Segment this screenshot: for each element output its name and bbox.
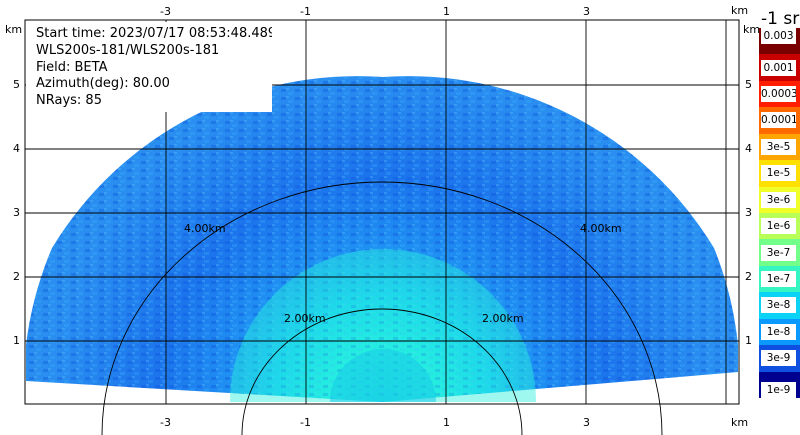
colorbar-label: 3e-8	[761, 297, 796, 314]
nrays-label: NRays: 85	[36, 93, 102, 108]
y-tick-right: 5	[745, 78, 752, 91]
colorbar-swatch: 1e-8	[759, 318, 800, 346]
ring-label-outer-right: 4.00km	[580, 222, 622, 235]
colorbar-label: 1e-5	[761, 165, 796, 182]
x-unit-bottom: km	[731, 416, 749, 429]
range-rings	[101, 181, 663, 435]
colorbar-label: 3e-5	[761, 138, 796, 155]
x-unit-top: km	[731, 4, 749, 17]
x-tick-top: -1	[300, 5, 311, 18]
y-tick-left: 2	[13, 270, 20, 283]
x-tick-top: -3	[160, 5, 171, 18]
colorbar-swatch: 3e-5	[759, 133, 800, 161]
field-label: Field: BETA	[36, 60, 108, 75]
colorbar: 0.003 0.001 0.0003 0.0001 3e-5 1e-5 3e-6 1e-6 3e…	[759, 28, 800, 399]
azimuth-label: Azimuth(deg): 80.00	[36, 76, 170, 91]
colorbar-units: -1 sr	[761, 9, 800, 29]
near-field-core	[330, 349, 436, 402]
colorbar-swatch: 3e-9	[759, 345, 800, 373]
colorbar-swatch: 1e-5	[759, 160, 800, 188]
colorbar-swatch: 1e-7	[759, 265, 800, 293]
colorbar-swatch: 0.0001	[759, 107, 800, 135]
colorbar-label: 1e-6	[761, 218, 796, 235]
backscatter-texture	[26, 76, 738, 403]
y-tick-right: 4	[745, 142, 752, 155]
x-tick-bottom: 1	[443, 416, 450, 429]
grid	[25, 20, 739, 404]
x-tick-bottom: -3	[160, 416, 171, 429]
y-tick-left: 3	[13, 206, 20, 219]
scan-info-panel: Start time: 2023/07/17 08:53:48.489 WLS2…	[26, 22, 272, 112]
ring-label-outer-left: 4.00km	[184, 222, 226, 235]
colorbar-swatch: 0.0003	[759, 80, 800, 108]
colorbar-swatch: 3e-6	[759, 186, 800, 214]
colorbar-label: 3e-7	[761, 244, 796, 261]
y-unit-left: km	[5, 23, 23, 36]
colorbar-label: 3e-9	[761, 350, 796, 367]
colorbar-swatch: 3e-7	[759, 239, 800, 267]
colorbar-label: 0.001	[761, 59, 796, 76]
colorbar-label: 0.0003	[761, 86, 796, 103]
colorbar-label: 0.003	[761, 28, 796, 44]
x-tick-bottom: 3	[583, 416, 590, 429]
ring-label-inner-right: 2.00km	[482, 312, 524, 325]
y-tick-left: 4	[13, 142, 20, 155]
x-tick-bottom: -1	[300, 416, 311, 429]
y-tick-right: 1	[745, 334, 752, 347]
colorbar-swatch: 0.001	[759, 54, 800, 82]
colorbar-label: 1e-8	[761, 323, 796, 340]
colorbar-label: 0.0001	[761, 112, 796, 129]
colorbar-label: 1e-7	[761, 271, 796, 288]
colorbar-label: 3e-6	[761, 191, 796, 208]
y-tick-left: 1	[13, 334, 20, 347]
y-tick-right: 2	[745, 270, 752, 283]
colorbar-swatch: 1e-9	[759, 371, 800, 399]
x-tick-top: 1	[443, 5, 450, 18]
colorbar-swatch: 0.003	[759, 28, 800, 55]
colorbar-label: 1e-9	[761, 381, 796, 398]
near-field-region	[230, 249, 536, 402]
x-tick-top: 3	[583, 5, 590, 18]
instrument-label: WLS200s-181/WLS200s-181	[36, 43, 220, 58]
y-unit-right: km	[743, 23, 761, 36]
colorbar-swatch: 3e-8	[759, 292, 800, 320]
start-time-label: Start time: 2023/07/17 08:53:48.489	[36, 26, 272, 41]
y-tick-right: 3	[745, 206, 752, 219]
y-tick-left: 5	[13, 78, 20, 91]
colorbar-swatch: 1e-6	[759, 213, 800, 240]
plot-frame	[24, 19, 740, 405]
ring-label-inner-left: 2.00km	[284, 312, 326, 325]
